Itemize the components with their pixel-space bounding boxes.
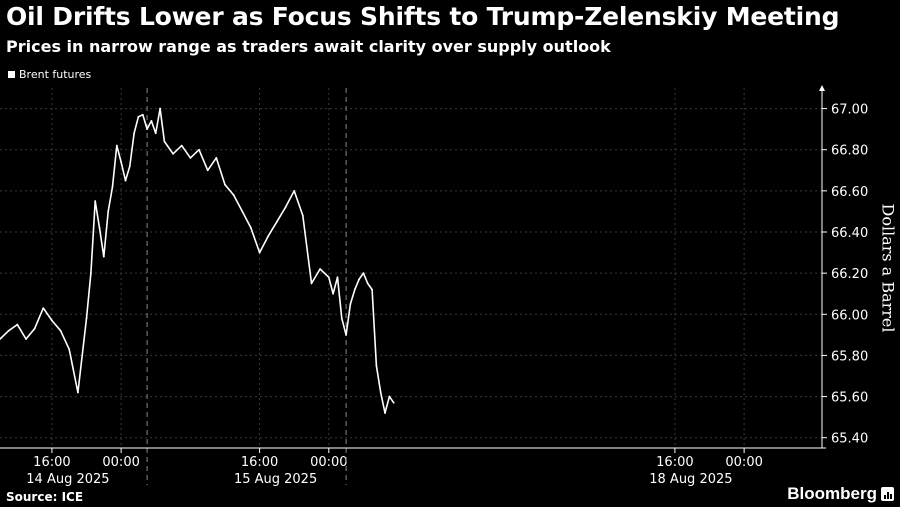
y-tick-label: 65.40 <box>831 432 868 447</box>
data-point <box>85 317 88 320</box>
data-point <box>51 319 53 322</box>
data-point <box>284 206 287 209</box>
data-point <box>336 276 339 279</box>
brand: Bloomberg <box>787 484 894 504</box>
data-point <box>25 338 27 340</box>
data-point <box>198 148 200 151</box>
data-point <box>379 391 382 394</box>
x-date-label: 15 Aug 2025 <box>234 472 317 487</box>
data-point <box>146 128 148 131</box>
data-point <box>59 329 62 332</box>
data-point <box>33 327 36 330</box>
data-point <box>375 364 378 367</box>
data-point <box>98 226 101 229</box>
y-tick-label: 66.60 <box>831 185 868 200</box>
x-tick-label: 00:00 <box>102 455 139 470</box>
data-point <box>275 220 278 223</box>
x-tick-label: 16:00 <box>33 455 70 470</box>
x-date-label: 18 Aug 2025 <box>649 472 732 487</box>
data-point <box>332 292 335 295</box>
data-point <box>232 194 235 196</box>
x-tick-label: 16:00 <box>241 455 278 470</box>
x-tick-label: 00:00 <box>725 455 762 470</box>
y-axis-label: Dollars a Barrel <box>878 203 898 333</box>
legend: Brent futures <box>8 68 91 81</box>
data-point <box>137 115 140 118</box>
data-point <box>267 235 270 238</box>
data-point <box>362 272 365 275</box>
x-date-label: 14 Aug 2025 <box>26 472 109 487</box>
data-point <box>250 226 252 229</box>
data-point <box>345 333 348 336</box>
y-tick-label: 66.00 <box>831 308 868 323</box>
data-point <box>163 140 166 143</box>
series-line-brent <box>0 107 395 414</box>
data-point <box>42 307 45 310</box>
data-point <box>76 391 79 394</box>
data-point <box>172 152 174 155</box>
data-point <box>154 132 157 135</box>
data-point <box>366 282 369 285</box>
data-point <box>7 329 10 332</box>
data-point <box>133 132 136 135</box>
data-point <box>102 255 105 258</box>
data-point <box>111 185 114 188</box>
y-tick-label: 66.20 <box>831 267 868 282</box>
chart-subtitle: Prices in narrow range as traders await … <box>6 37 611 56</box>
data-point <box>293 189 296 192</box>
data-point <box>392 401 395 404</box>
legend-swatch <box>8 71 15 78</box>
data-point <box>319 268 322 270</box>
y-tick-label: 67.00 <box>831 103 868 118</box>
data-point <box>94 200 97 203</box>
data-point <box>301 214 304 217</box>
x-tick-label: 00:00 <box>310 455 347 470</box>
data-point <box>115 144 118 147</box>
data-point <box>107 210 110 213</box>
source-note: Source: ICE <box>6 490 84 504</box>
data-point <box>141 113 144 116</box>
data-point <box>241 210 244 213</box>
data-point <box>16 323 19 326</box>
bloomberg-logo-icon <box>881 487 894 501</box>
data-point <box>120 161 123 163</box>
data-point <box>358 278 360 281</box>
data-point <box>206 169 209 172</box>
y-tick-label: 66.40 <box>831 226 868 241</box>
data-point <box>159 107 161 110</box>
data-point <box>68 348 71 351</box>
data-point <box>150 120 153 122</box>
data-point <box>189 157 192 159</box>
y-axis-arrow <box>819 85 825 91</box>
data-point <box>128 165 131 168</box>
legend-label: Brent futures <box>19 68 92 81</box>
data-point <box>224 183 226 186</box>
data-point <box>180 144 183 147</box>
y-tick-label: 65.80 <box>831 349 868 364</box>
data-point <box>0 338 1 340</box>
data-point <box>353 288 356 291</box>
data-point <box>215 157 218 159</box>
x-tick-label: 16:00 <box>656 455 693 470</box>
y-tick-label: 66.80 <box>831 144 868 159</box>
data-point <box>327 276 330 279</box>
data-point <box>371 288 373 291</box>
data-point <box>349 303 352 305</box>
data-point <box>310 282 313 285</box>
data-point <box>384 412 386 414</box>
brand-name: Bloomberg <box>787 484 877 503</box>
data-point <box>89 272 92 275</box>
chart-title: Oil Drifts Lower as Focus Shifts to Trum… <box>6 2 840 31</box>
data-point <box>340 317 343 320</box>
data-point <box>388 395 391 398</box>
data-point <box>258 251 261 254</box>
data-point <box>124 179 127 182</box>
y-tick-label: 65.60 <box>831 391 868 406</box>
